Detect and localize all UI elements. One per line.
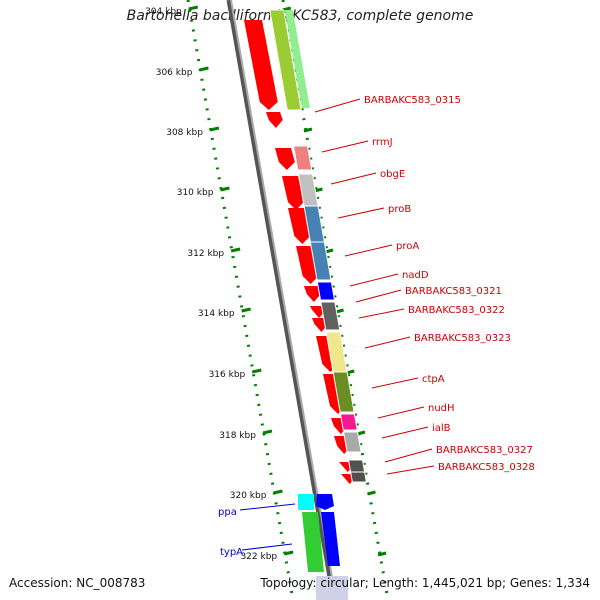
gene-label: BARBAKC583_0322 (408, 305, 505, 316)
gene-blocks-left (298, 494, 340, 572)
scale-label: 316 kbp (209, 370, 246, 380)
scale-dotted-left (186, 0, 295, 600)
scale-tick (251, 368, 262, 374)
map-title: Bartonella bacilliformis KC583, complete… (126, 8, 474, 24)
gene-labels-left: ppa typA (218, 503, 296, 558)
gene-blocks-right (269, 9, 367, 483)
backbone-line (226, 0, 337, 600)
gene-leader-line-left (241, 543, 293, 551)
gene-label: proB (388, 204, 411, 215)
scale-label: 314 kbp (198, 309, 235, 319)
scale-tick (220, 186, 230, 192)
red-feature-arrow (244, 20, 278, 110)
gene-leader-line (386, 465, 435, 475)
scale-tick (230, 247, 241, 253)
scale-label: 318 kbp (219, 431, 256, 441)
gene-leader-line (344, 244, 393, 257)
gene-label: rrmJ (372, 137, 393, 148)
gene-leader-line (384, 448, 433, 463)
scale-tick (283, 550, 294, 556)
scale-label: 308 kbp (166, 128, 203, 138)
gene-label-left: ppa (218, 507, 237, 518)
gene-leader-line (364, 336, 411, 349)
gene-block (316, 281, 336, 301)
gene-label: proA (396, 241, 419, 252)
scale-tick-right (367, 490, 376, 496)
red-feature-arrow (288, 208, 311, 244)
gene-leader-line (314, 98, 361, 113)
scale-tick (209, 126, 220, 132)
gene-leader-line (337, 207, 385, 219)
scale-tick (262, 429, 273, 435)
gene-block (292, 145, 313, 171)
gene-block (269, 9, 302, 111)
scale-label: 320 kbp (230, 491, 267, 501)
scale-label: 304 kbp (145, 7, 182, 17)
gene-label: BARBAKC583_0328 (438, 462, 535, 473)
gene-label: BARBAKC583_0327 (436, 445, 533, 456)
gene-leader-line (377, 406, 425, 419)
gene-leader-line (321, 140, 369, 153)
gene-block (339, 413, 358, 431)
bottom-strand (316, 576, 348, 600)
gene-label: BARBAKC583_0321 (405, 286, 502, 297)
gene-label: nudH (428, 403, 455, 414)
scale-tick-right (303, 127, 313, 133)
backbone-group (226, 0, 337, 600)
gene-leader-line (371, 377, 419, 389)
scale-tick-right (377, 551, 387, 557)
gene-label: obgE (380, 169, 405, 180)
gene-label: BARBAKC583_0323 (414, 333, 511, 344)
gene-block (347, 459, 366, 473)
scale-tick (199, 66, 209, 72)
gene-leader-line-left (239, 503, 296, 511)
gene-label: BARBAKC583_0315 (364, 95, 461, 106)
scale-label: 310 kbp (177, 188, 214, 198)
gene-leader-line (355, 289, 402, 303)
topology-label: Topology: circular; Length: 1,445,021 bp… (260, 576, 590, 590)
gene-leader-line (330, 172, 377, 185)
scale-tick (188, 5, 199, 11)
gene-block-blue (321, 512, 340, 566)
gene-label: ctpA (422, 374, 445, 385)
red-feature-arrow (275, 148, 295, 170)
scale-label: 322 kbp (240, 552, 277, 562)
scale-label: 306 kbp (156, 68, 193, 78)
red-feature-arrow (304, 286, 321, 302)
gene-block-typa (302, 512, 324, 572)
gene-block (350, 471, 367, 483)
red-feature-arrow (282, 176, 304, 210)
gene-block (309, 241, 332, 281)
red-feature-arrow (266, 112, 283, 128)
gene-leader-line (358, 308, 405, 319)
gene-block (343, 431, 362, 453)
scale-tick (241, 307, 251, 313)
scale-tick (273, 489, 283, 495)
gene-leader-line (349, 273, 399, 287)
gene-arrow-blue-small (316, 494, 334, 510)
gene-block (320, 301, 341, 331)
gene-block (332, 371, 355, 413)
gene-label: ialB (432, 423, 451, 434)
scale-label: 312 kbp (187, 249, 224, 259)
gene-labels-right: BARBAKC583_0315 rrmJ obgE proB proA nadD BARBA… (314, 95, 535, 475)
gene-label: nadD (402, 270, 429, 281)
gene-block-accent (284, 10, 310, 108)
gene-leader-line (381, 426, 429, 439)
accession-label: Accession: NC_008783 (9, 576, 146, 590)
gene-label-left: typA (220, 547, 243, 558)
gene-block-ppa (298, 494, 314, 510)
